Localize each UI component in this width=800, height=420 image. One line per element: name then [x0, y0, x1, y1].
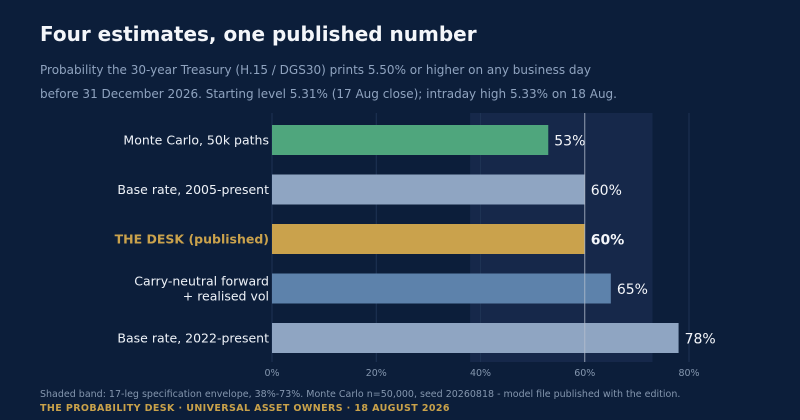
category-label-4-line-0: Base rate, 2022-present: [117, 331, 269, 346]
value-label-3: 65%: [617, 282, 648, 298]
value-label-0: 53%: [554, 134, 585, 150]
x-tick-label-3: 60%: [574, 368, 595, 379]
x-tick-label-0: 0%: [264, 368, 279, 379]
bar-4: [272, 323, 679, 353]
category-label-2: THE DESK (published): [115, 232, 269, 247]
publication-footer: THE PROBABILITY DESK · UNIVERSAL ASSET O…: [40, 403, 450, 414]
subtitle-line-2: before 31 December 2026. Starting level …: [40, 87, 617, 101]
category-label-0: Monte Carlo, 50k paths: [123, 133, 269, 148]
category-label-3-line-1: + realised vol: [183, 289, 269, 304]
category-label-1-line-0: Base rate, 2005-present: [117, 182, 269, 197]
bar-0: [272, 125, 549, 155]
category-label-4: Base rate, 2022-present: [117, 331, 269, 346]
chart-footnote: Shaded band: 17-leg specification envelo…: [40, 389, 681, 400]
category-label-0-line-0: Monte Carlo, 50k paths: [123, 133, 269, 148]
subtitle-line-1: Probability the 30-year Treasury (H.15 /…: [40, 63, 591, 77]
bar-3: [272, 273, 611, 304]
chart-title: Four estimates, one published number: [40, 22, 477, 46]
value-label-1: 60%: [591, 183, 622, 199]
value-label-2: 60%: [591, 233, 625, 249]
bar-2: [272, 224, 585, 254]
x-tick-label-1: 20%: [366, 368, 387, 379]
category-label-2-line-0: THE DESK (published): [115, 232, 269, 247]
x-tick-label-4: 80%: [678, 368, 699, 379]
category-label-3-line-0: Carry-neutral forward: [134, 274, 269, 289]
bar-1: [272, 174, 585, 205]
category-label-3: Carry-neutral forward + realised vol: [134, 274, 269, 304]
x-tick-label-2: 40%: [470, 368, 491, 379]
category-label-1: Base rate, 2005-present: [117, 182, 269, 197]
chart-subtitle: Probability the 30-year Treasury (H.15 /…: [40, 58, 760, 106]
value-label-4: 78%: [685, 332, 716, 348]
